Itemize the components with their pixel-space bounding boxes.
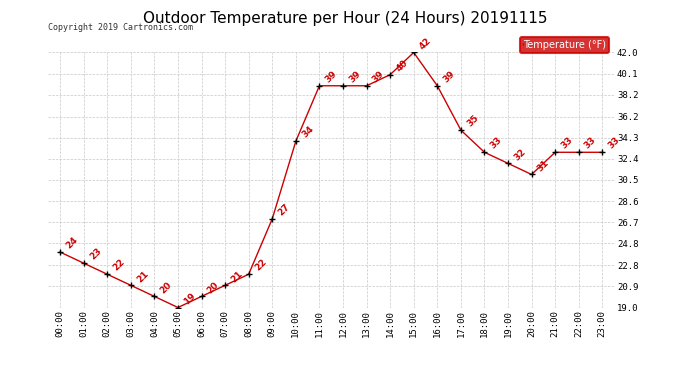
Text: 39: 39 [324,69,339,84]
Text: 20: 20 [206,280,221,295]
Text: 27: 27 [277,202,292,217]
Text: 19: 19 [182,291,197,306]
Text: 33: 33 [607,136,622,151]
Text: 24: 24 [64,236,79,250]
Text: 33: 33 [583,136,598,151]
Text: 42: 42 [418,36,433,51]
Text: 23: 23 [88,246,103,262]
Text: 22: 22 [253,258,268,273]
Text: 39: 39 [347,69,362,84]
Text: 21: 21 [229,269,244,284]
Text: 21: 21 [135,269,150,284]
Text: Outdoor Temperature per Hour (24 Hours) 20191115: Outdoor Temperature per Hour (24 Hours) … [143,11,547,26]
Text: 22: 22 [111,258,126,273]
Text: 39: 39 [371,69,386,84]
Text: 40: 40 [394,58,409,73]
Text: 34: 34 [300,124,315,140]
Text: 31: 31 [535,158,551,173]
Legend: Temperature (°F): Temperature (°F) [520,37,609,53]
Text: 20: 20 [159,280,174,295]
Text: 33: 33 [560,136,575,151]
Text: Copyright 2019 Cartronics.com: Copyright 2019 Cartronics.com [48,23,193,32]
Text: 35: 35 [465,114,480,129]
Text: 32: 32 [512,147,527,162]
Text: 39: 39 [442,69,457,84]
Text: 33: 33 [489,136,504,151]
